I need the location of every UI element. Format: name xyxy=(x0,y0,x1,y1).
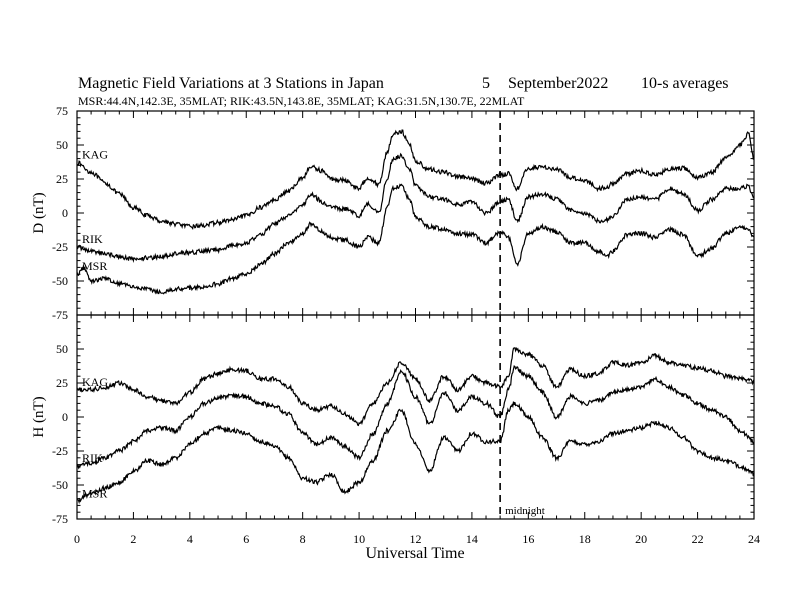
series-line-rik-d xyxy=(76,152,755,263)
y-tick-label: 50 xyxy=(56,138,68,152)
y-tick-label: 50 xyxy=(56,342,68,356)
y-tick-label: 75 xyxy=(56,104,68,118)
x-tick-label: 10 xyxy=(353,532,365,546)
x-tick-label: 14 xyxy=(466,532,478,546)
y-tick-label: -25 xyxy=(52,240,68,254)
panel-h-ylabel: H (nT) xyxy=(31,396,47,437)
series-group xyxy=(76,129,755,505)
y-tick-label: -75 xyxy=(52,308,68,322)
series-label-msr: MSR xyxy=(82,259,107,273)
x-tick-label: 12 xyxy=(410,532,422,546)
y-tick-label: 25 xyxy=(56,172,68,186)
series-label-kag: KAG xyxy=(82,148,108,162)
series-line-msr-h xyxy=(76,401,755,505)
series-label-kag: KAG xyxy=(82,375,108,389)
x-tick-label: 20 xyxy=(635,532,647,546)
x-tick-label: 8 xyxy=(300,532,306,546)
x-tick-label: 18 xyxy=(579,532,591,546)
chart-averaging: 10-s averages xyxy=(641,75,729,92)
series-label-rik: RIK xyxy=(82,451,103,465)
y-tick-label: -25 xyxy=(52,444,68,458)
x-tick-label: 22 xyxy=(692,532,704,546)
x-tick-label: 4 xyxy=(187,532,193,546)
stations-line: MSR:44.4N,142.3E, 35MLAT; RIK:43.5N,143.… xyxy=(78,94,525,108)
y-tick-label: 25 xyxy=(56,376,68,390)
x-tick-label: 24 xyxy=(748,532,760,546)
series-line-rik-h xyxy=(76,365,755,470)
chart-title: Magnetic Field Variations at 3 Stations … xyxy=(78,75,384,92)
y-tick-label: -75 xyxy=(52,512,68,526)
series-line-msr-d xyxy=(76,183,755,295)
series-label-msr: MSR xyxy=(82,486,107,500)
series-line-kag-d xyxy=(76,129,755,230)
x-tick-label: 16 xyxy=(522,532,534,546)
y-tick-label: 0 xyxy=(62,410,68,424)
panel-h-frame xyxy=(76,314,755,520)
series-line-kag-h xyxy=(76,346,755,427)
chart-month-year: September2022 xyxy=(508,75,608,92)
chart-day: 5 xyxy=(482,75,490,92)
y-tick-label: -50 xyxy=(52,274,68,288)
y-tick-label: -50 xyxy=(52,478,68,492)
series-labels: KAG RIK MSR KAG RIK MSR xyxy=(82,148,108,501)
y-tick-label: 0 xyxy=(62,206,68,220)
x-axis-title: Universal Time xyxy=(365,545,464,562)
x-tick-label: 2 xyxy=(130,532,136,546)
midnight-label: midnight xyxy=(505,505,545,517)
x-tick-label: 0 xyxy=(74,532,80,546)
series-label-rik: RIK xyxy=(82,232,103,246)
panel-d-frame xyxy=(76,110,755,316)
panel-d-ylabel: D (nT) xyxy=(31,192,47,233)
x-tick-label: 6 xyxy=(243,532,249,546)
